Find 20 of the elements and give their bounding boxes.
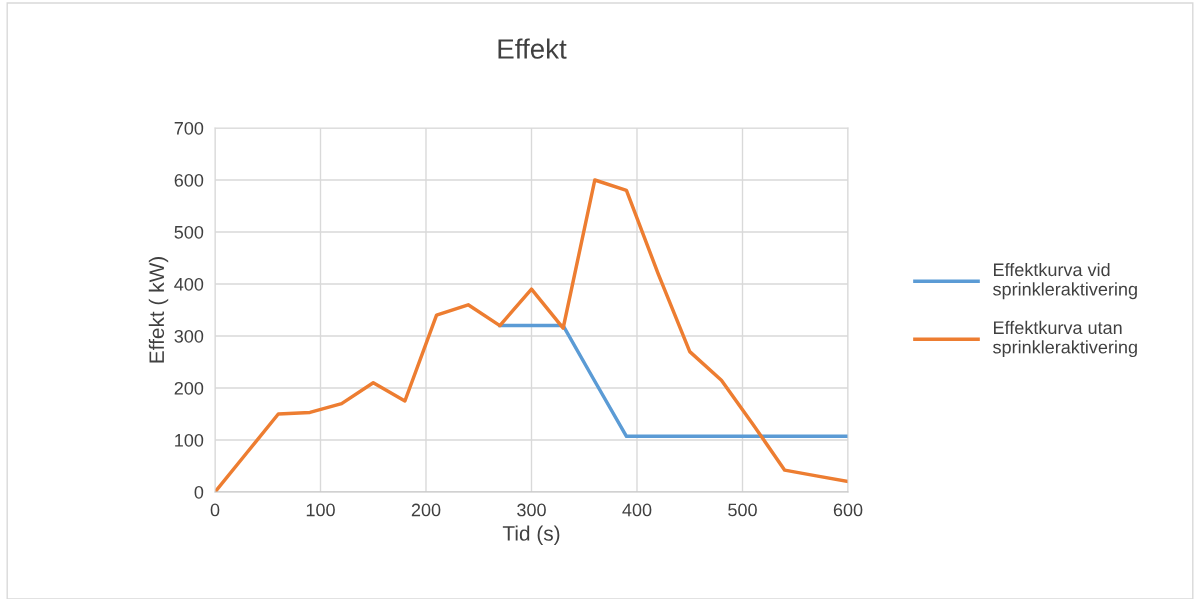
y-tick-label: 500 xyxy=(174,225,204,239)
y-tick-label: 600 xyxy=(174,173,204,187)
x-tick-label: 100 xyxy=(306,503,335,517)
x-tick-label: 600 xyxy=(833,503,863,517)
x-tick-label: 200 xyxy=(411,503,441,517)
y-tick-label: 400 xyxy=(174,277,204,291)
x-axis-title: Tid (s) xyxy=(502,525,560,545)
y-tick-label: 200 xyxy=(174,381,204,395)
legend-label: Effektkurva utan sprinkleraktivering xyxy=(993,320,1137,358)
x-tick-label: 0 xyxy=(210,503,220,517)
y-tick-label: 700 xyxy=(174,121,204,135)
y-axis-title: Effekt ( kW) xyxy=(148,257,169,363)
x-tick-label: 400 xyxy=(622,503,652,517)
x-tick-label: 300 xyxy=(517,503,546,517)
x-tick-label: 500 xyxy=(728,503,757,517)
chart-title: Effekt xyxy=(498,38,567,59)
y-tick-label: 300 xyxy=(174,329,204,343)
y-tick-label: 100 xyxy=(175,433,204,447)
y-tick-label: 0 xyxy=(194,485,204,499)
legend-label: Effektkurva vid sprinkleraktivering xyxy=(993,262,1137,300)
